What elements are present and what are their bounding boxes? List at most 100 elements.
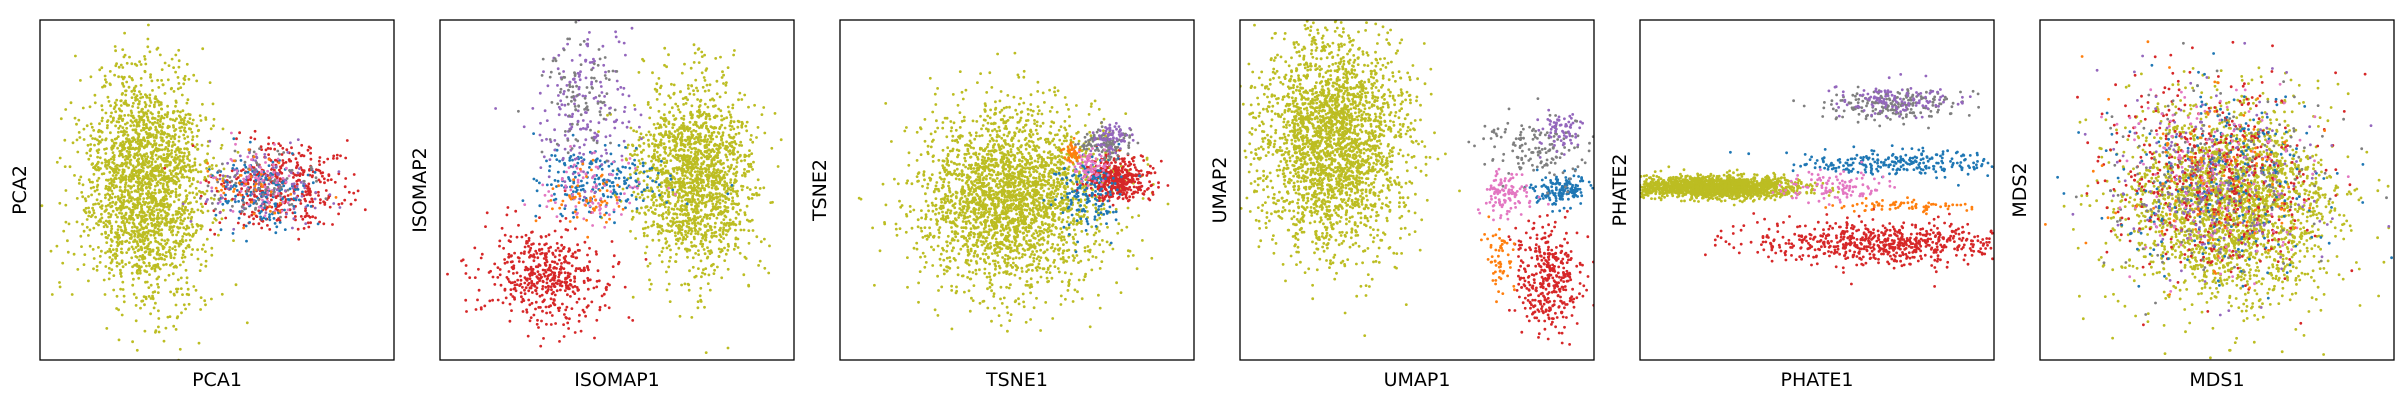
data-point [719, 212, 723, 216]
data-point [722, 237, 725, 240]
data-point [190, 253, 194, 256]
data-point [149, 151, 153, 154]
data-point [158, 53, 162, 57]
data-point [119, 178, 123, 182]
data-point [682, 114, 686, 118]
data-point [109, 166, 113, 170]
data-point [263, 204, 267, 208]
data-point [292, 197, 296, 201]
data-point [706, 222, 710, 226]
data-point [697, 253, 700, 256]
data-point [537, 326, 540, 329]
data-point [107, 100, 111, 103]
data-point [749, 138, 752, 142]
data-point [709, 191, 713, 195]
data-point [114, 220, 118, 224]
data-point [768, 244, 771, 248]
data-point [767, 271, 771, 275]
data-point [165, 175, 168, 179]
data-point [638, 211, 641, 215]
data-point [707, 148, 711, 152]
data-point [127, 261, 131, 264]
data-point [263, 206, 266, 210]
data-point [125, 218, 129, 222]
data-point [626, 143, 630, 147]
data-point [732, 202, 736, 206]
data-point [686, 231, 690, 235]
data-point [163, 171, 166, 175]
data-point [100, 216, 104, 220]
data-point [667, 140, 671, 143]
data-point [720, 114, 723, 118]
data-point [163, 258, 167, 261]
data-point [690, 104, 694, 108]
data-point [727, 169, 731, 173]
data-point [343, 198, 347, 202]
data-point [187, 302, 191, 306]
data-point [213, 232, 217, 236]
data-point [115, 261, 119, 264]
data-point [326, 178, 330, 182]
data-point [149, 111, 153, 115]
data-point [259, 145, 263, 149]
data-point [232, 137, 236, 141]
data-point [179, 276, 183, 280]
data-point [116, 195, 120, 198]
data-point [105, 80, 108, 84]
data-point [145, 115, 149, 118]
data-point [120, 143, 123, 147]
data-point [58, 281, 61, 284]
data-point [731, 199, 735, 203]
data-point [142, 197, 146, 201]
data-point [303, 197, 307, 201]
data-point [284, 215, 288, 219]
data-point [183, 147, 187, 151]
data-point [157, 325, 160, 329]
data-point [651, 71, 654, 75]
data-point [712, 126, 716, 130]
data-point [118, 124, 122, 128]
data-point [107, 234, 110, 237]
data-point [176, 230, 180, 234]
data-point [725, 81, 728, 84]
data-point [694, 123, 698, 127]
data-point [667, 53, 670, 57]
data-point [142, 226, 146, 230]
data-point [284, 189, 287, 193]
data-point [121, 140, 125, 144]
data-point [668, 300, 672, 303]
data-point [603, 304, 607, 307]
data-point [200, 225, 204, 228]
data-point [138, 162, 142, 166]
data-point [171, 144, 175, 147]
data-point [722, 218, 726, 222]
data-point [55, 160, 59, 164]
data-point [171, 118, 175, 122]
data-point [694, 204, 698, 208]
data-point [633, 103, 636, 107]
data-point [681, 121, 685, 125]
data-point [660, 228, 664, 231]
data-point [700, 50, 704, 54]
data-point [152, 256, 156, 260]
data-point [543, 274, 547, 278]
data-point [224, 197, 227, 201]
data-point [699, 242, 702, 246]
data-point [103, 74, 107, 78]
data-point [667, 224, 671, 227]
data-point [135, 159, 139, 163]
data-point [173, 129, 176, 133]
data-point [730, 163, 733, 167]
data-point [182, 154, 186, 158]
data-point [159, 181, 163, 185]
data-point [318, 156, 322, 159]
data-point [109, 250, 113, 254]
data-point [692, 129, 696, 132]
data-point [690, 316, 694, 319]
data-point [244, 165, 248, 169]
data-point [315, 168, 318, 172]
data-point [199, 194, 203, 198]
data-point [718, 195, 722, 198]
data-point [154, 148, 157, 152]
data-point [175, 290, 179, 294]
